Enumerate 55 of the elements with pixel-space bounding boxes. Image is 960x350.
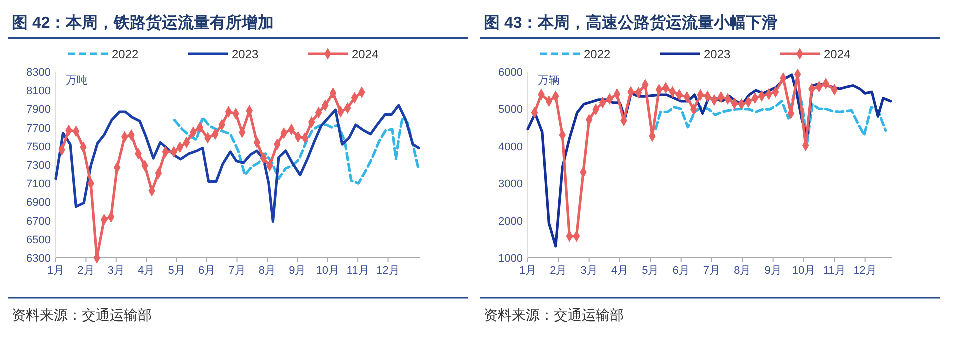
x-tick-label: 8月 (258, 265, 276, 277)
legend-label: 2022 (112, 48, 140, 62)
x-tick-label: 5月 (168, 265, 186, 277)
x-tick-label: 12月 (376, 265, 400, 277)
x-tick-label: 6月 (198, 265, 216, 277)
line-series (54, 104, 420, 224)
x-tick-label: 4月 (138, 265, 156, 277)
x-tick-label: 7月 (228, 265, 246, 277)
x-tick-label: 10月 (316, 265, 340, 277)
line-series (173, 116, 420, 185)
x-tick-label: 11月 (346, 265, 370, 277)
y-tick-label: 3000 (498, 178, 523, 191)
y-tick-label: 7500 (26, 141, 51, 154)
chart-title: 图 42：本周，铁路货运流量有所增加 (12, 13, 274, 32)
x-tick-label: 11月 (823, 265, 846, 277)
y-tick-label: 6000 (498, 67, 523, 79)
y-tick-label: 8100 (26, 86, 51, 98)
y-tick-label: 8300 (26, 67, 51, 79)
legend-label: 2023 (704, 48, 732, 62)
legend-label: 2022 (584, 48, 612, 62)
y-tick-label: 7900 (26, 104, 51, 116)
x-tick-label: 10月 (792, 265, 816, 277)
y-tick-label: 6300 (26, 253, 51, 265)
x-tick-label: 3月 (108, 265, 125, 277)
text: 资料来源：交通运输部 (12, 307, 152, 323)
x-tick-label: 8月 (734, 265, 752, 277)
y-axis-title: 万吨 (66, 74, 88, 87)
x-tick-label: 6月 (672, 265, 690, 277)
y-tick-label: 6500 (26, 234, 51, 246)
chart-title: 图 43：本周，高速公路货运流量小幅下滑 (484, 13, 778, 32)
x-tick-label: 2月 (550, 265, 568, 277)
x-tick-label: 4月 (611, 265, 629, 277)
legend-label: 2023 (232, 48, 260, 62)
y-tick-label: 1000 (498, 253, 523, 265)
x-tick-label: 9月 (764, 265, 782, 277)
x-tick-label: 9月 (289, 265, 306, 277)
x-tick-label: 7月 (703, 265, 721, 277)
x-tick-label: 1月 (47, 265, 65, 277)
y-tick-label: 5000 (498, 104, 523, 116)
x-tick-label: 2月 (78, 265, 95, 277)
y-tick-label: 2000 (498, 216, 523, 228)
x-tick-label: 1月 (519, 265, 537, 277)
y-axis-title: 万辆 (538, 75, 560, 87)
text: 资料来源：交通运输部 (484, 307, 624, 323)
x-tick-label: 5月 (642, 265, 660, 277)
x-tick-label: 3月 (580, 265, 598, 277)
y-tick-label: 7100 (26, 178, 51, 191)
legend-label: 2024 (352, 48, 380, 62)
x-tick-label: 12月 (854, 265, 877, 277)
legend-label: 2024 (824, 48, 852, 62)
y-tick-label: 4000 (498, 141, 523, 154)
y-tick-label: 6900 (26, 197, 51, 210)
y-tick-label: 7300 (26, 160, 51, 172)
y-tick-label: 7700 (26, 122, 51, 135)
y-tick-label: 6700 (26, 216, 51, 228)
